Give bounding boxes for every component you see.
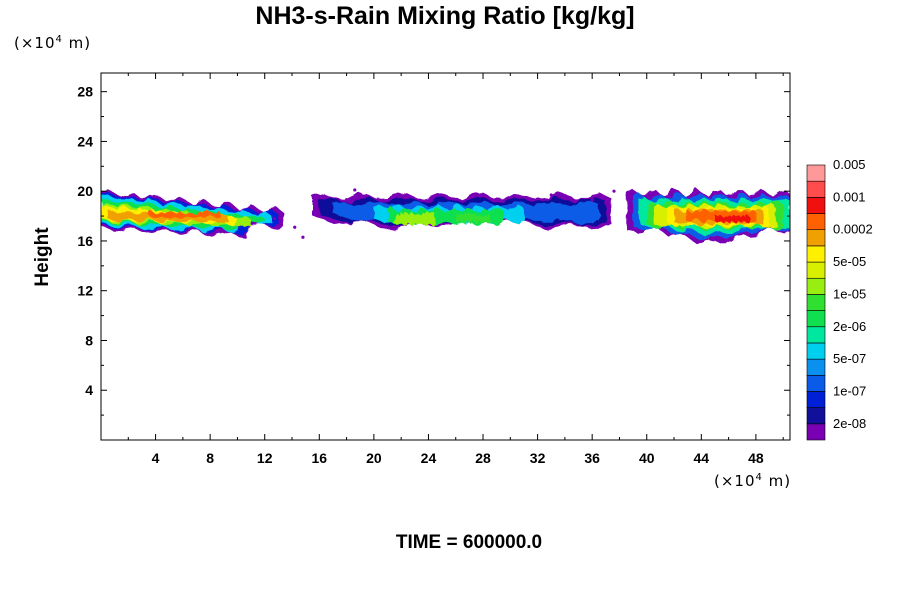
colorbar-swatch bbox=[806, 229, 826, 247]
contour-region bbox=[148, 211, 222, 219]
x-tick-label: 40 bbox=[639, 450, 655, 466]
y-axis: 4 8 12 16 20 24 28 bbox=[77, 84, 790, 416]
colorbar-swatch bbox=[806, 358, 826, 376]
y-tick-label: 8 bbox=[85, 332, 93, 348]
colorbar-label: 2e-06 bbox=[833, 319, 866, 334]
colorbar: 2e-08 1e-07 5e-07 2e-06 1e-05 5e-05 0.0002 0.00… bbox=[806, 157, 873, 441]
field-layer bbox=[101, 188, 790, 244]
contour-speck bbox=[612, 189, 616, 193]
colorbar-label: 1e-07 bbox=[833, 383, 866, 398]
colorbar-swatch bbox=[806, 391, 826, 408]
x-tick-label: 16 bbox=[312, 450, 328, 466]
contour-speck bbox=[549, 193, 553, 197]
y-unit-label: (×104 m) bbox=[14, 34, 92, 52]
contour-speck bbox=[631, 192, 635, 196]
contour-region bbox=[715, 215, 750, 224]
contour-speck bbox=[301, 235, 305, 239]
colorbar-swatch bbox=[806, 245, 826, 263]
x-tick-label: 48 bbox=[748, 450, 764, 466]
colorbar-swatch bbox=[806, 180, 826, 198]
colorbar-swatch bbox=[806, 164, 826, 182]
contour-speck bbox=[353, 188, 357, 192]
colorbar-label: 2e-08 bbox=[833, 416, 866, 431]
colorbar-label: 5e-07 bbox=[833, 351, 866, 366]
x-tick-label: 20 bbox=[366, 450, 382, 466]
colorbar-swatch bbox=[806, 277, 826, 295]
colorbar-swatch bbox=[806, 213, 826, 231]
x-axis: 4 8 12 16 20 24 28 32 36 40 44 48 bbox=[127, 73, 784, 466]
x-tick-label: 24 bbox=[421, 450, 437, 466]
colorbar-label: 1e-05 bbox=[833, 286, 866, 301]
colorbar-swatch bbox=[806, 342, 826, 360]
plot-frame bbox=[100, 72, 791, 441]
x-tick-label: 44 bbox=[694, 450, 710, 466]
colorbar-label: 5e-05 bbox=[833, 254, 866, 269]
contour-region bbox=[455, 213, 490, 224]
colorbar-label: 0.001 bbox=[833, 189, 866, 204]
x-tick-label: 12 bbox=[257, 450, 273, 466]
x-tick-label: 8 bbox=[206, 450, 214, 466]
colorbar-swatch bbox=[806, 197, 826, 214]
chart-title: NH3-s-Rain Mixing Ratio [kg/kg] bbox=[255, 2, 635, 30]
time-label: TIME = 600000.0 bbox=[395, 532, 543, 553]
y-tick-label: 20 bbox=[77, 183, 93, 199]
y-tick-label: 24 bbox=[77, 133, 93, 149]
colorbar-swatch bbox=[806, 294, 826, 311]
y-tick-label: 28 bbox=[77, 84, 93, 100]
colorbar-label: 0.005 bbox=[833, 157, 866, 172]
plot-area bbox=[101, 73, 790, 440]
contour-speck bbox=[590, 198, 594, 202]
colorbar-swatch bbox=[806, 374, 826, 392]
contour-speck bbox=[293, 225, 297, 229]
colorbar-swatch bbox=[806, 407, 826, 425]
x-tick-label: 36 bbox=[584, 450, 600, 466]
colorbar-swatch bbox=[806, 423, 826, 441]
colorbar-swatch bbox=[806, 310, 826, 328]
y-tick-label: 4 bbox=[85, 382, 93, 398]
x-unit-label: (×104 m) bbox=[714, 472, 792, 490]
colorbar-swatch bbox=[806, 326, 826, 344]
colorbar-swatch bbox=[806, 261, 826, 279]
contour-speck bbox=[272, 216, 276, 221]
field-contours bbox=[101, 188, 790, 244]
x-tick-label: 32 bbox=[530, 450, 546, 466]
colorbar-label: 0.0002 bbox=[833, 222, 873, 237]
x-tick-label: 4 bbox=[152, 450, 160, 466]
y-tick-label: 16 bbox=[77, 233, 93, 249]
y-tick-label: 12 bbox=[77, 283, 93, 299]
contour-region bbox=[394, 212, 436, 226]
x-tick-label: 28 bbox=[475, 450, 491, 466]
